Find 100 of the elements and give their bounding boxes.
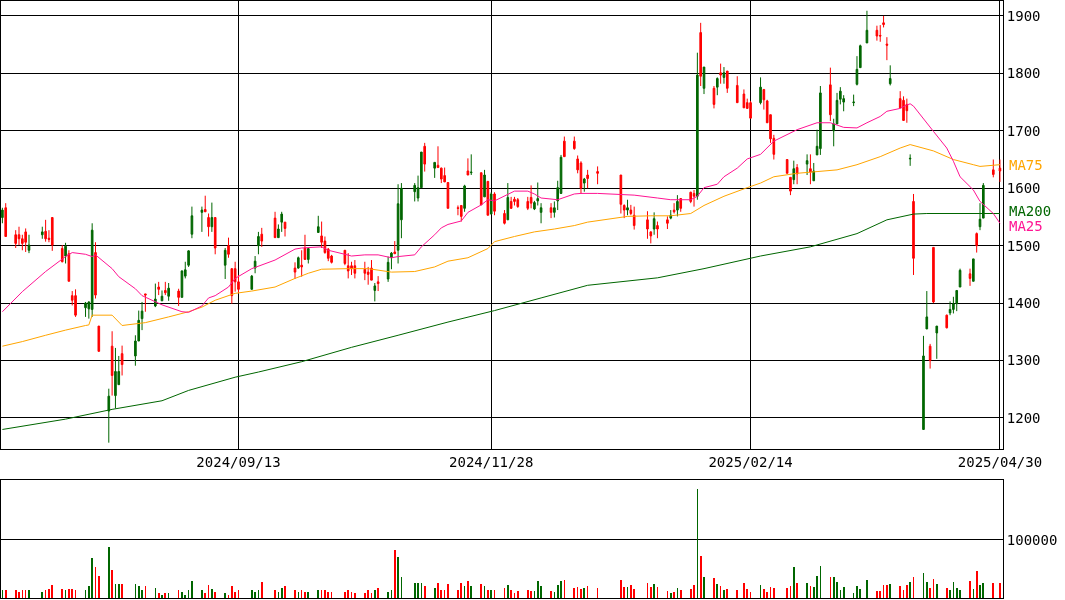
- candlestick: [27, 234, 31, 254]
- candlestick: [972, 258, 975, 282]
- candlestick: [719, 63, 722, 85]
- candlestick: [17, 226, 21, 246]
- candlestick: [875, 25, 879, 42]
- y-tick-label: 1600: [1006, 180, 1041, 197]
- candlestick: [257, 231, 260, 255]
- candlestick: [513, 196, 516, 206]
- candlestick: [652, 211, 656, 236]
- candlestick: [503, 209, 506, 225]
- candlestick: [626, 199, 629, 216]
- candlestick: [157, 281, 160, 296]
- candlestick: [958, 268, 962, 288]
- candlestick: [493, 191, 496, 216]
- candlestick: [529, 184, 533, 209]
- candlestick: [456, 204, 460, 216]
- candlestick: [509, 196, 513, 210]
- candlestick: [715, 76, 719, 96]
- candlestick: [912, 193, 915, 276]
- candlestick: [210, 202, 214, 233]
- candlestick: [672, 202, 676, 215]
- candlestick: [905, 98, 909, 124]
- candlestick: [479, 172, 483, 206]
- x-tick-label: 2024/09/13: [196, 453, 281, 470]
- candlestick: [486, 180, 490, 216]
- candlestick: [114, 347, 117, 409]
- candlestick: [712, 85, 716, 109]
- candlestick: [536, 182, 540, 206]
- series-label: MA75: [1009, 157, 1043, 173]
- candlestick: [885, 36, 889, 61]
- candlestick: [316, 215, 320, 233]
- candlestick: [386, 256, 390, 283]
- candlestick: [991, 159, 995, 178]
- candlestick: [483, 169, 486, 198]
- candlestick: [689, 191, 693, 204]
- candlestick: [67, 249, 71, 282]
- candlestick: [167, 282, 170, 302]
- candlestick: [84, 301, 87, 318]
- line-series: [1, 144, 1001, 347]
- candlestick: [722, 66, 726, 85]
- candlestick: [742, 88, 746, 109]
- candlestick: [303, 234, 307, 260]
- candlestick: [925, 290, 929, 330]
- candlestick: [393, 240, 397, 255]
- candlestick: [932, 246, 935, 304]
- candlestick: [353, 259, 357, 279]
- candlestick: [888, 64, 892, 86]
- candlestick: [24, 227, 27, 253]
- y-tick-label: 1300: [1006, 352, 1041, 369]
- y-tick-label: 1400: [1006, 295, 1041, 312]
- candlestick: [373, 282, 377, 302]
- candlestick: [789, 176, 792, 196]
- candlestick: [207, 213, 210, 237]
- y-tick-label: 1500: [1006, 237, 1041, 254]
- candlestick: [852, 94, 855, 107]
- candlestick: [64, 242, 67, 264]
- candlestick: [253, 255, 257, 274]
- candlestick: [646, 210, 649, 240]
- y-tick-label: 1800: [1006, 65, 1041, 82]
- candlestick: [489, 191, 493, 215]
- candlestick: [506, 182, 510, 221]
- candlestick: [596, 165, 599, 185]
- candlestick: [94, 241, 97, 300]
- candlestick: [928, 343, 932, 370]
- candlestick: [948, 300, 952, 316]
- candlestick: [306, 247, 310, 264]
- candlestick: [227, 237, 230, 259]
- candlestick: [619, 174, 623, 215]
- candlestick: [396, 183, 400, 264]
- candlestick: [14, 229, 17, 249]
- candlestick: [164, 281, 167, 296]
- candlestick: [882, 15, 885, 28]
- candlestick: [656, 221, 659, 239]
- candlestick: [692, 189, 696, 208]
- candlestick: [203, 195, 207, 213]
- candlestick: [819, 85, 822, 156]
- candlestick: [260, 227, 264, 248]
- candlestick: [922, 335, 925, 430]
- candlestick: [725, 70, 729, 94]
- candlestick: [632, 206, 636, 231]
- candlestick: [679, 197, 683, 213]
- candlestick: [376, 275, 380, 292]
- candlestick: [4, 202, 8, 237]
- candlestick: [423, 142, 426, 173]
- candlestick: [792, 160, 796, 185]
- candlestick: [154, 283, 157, 308]
- candlestick: [573, 136, 576, 151]
- candlestick: [250, 274, 254, 290]
- candlestick: [516, 197, 520, 209]
- candlestick: [60, 244, 64, 263]
- candlestick: [50, 217, 54, 252]
- x-tick-label: 2024/11/28: [449, 453, 534, 470]
- candlestick: [293, 261, 297, 280]
- candlestick: [469, 153, 473, 176]
- candlestick: [666, 215, 669, 230]
- y-tick-label: 1200: [1006, 409, 1041, 426]
- candlestick: [812, 162, 816, 182]
- x-tick-label: 2025/02/14: [708, 453, 793, 470]
- candlestick: [177, 288, 180, 307]
- candlestick: [878, 24, 882, 43]
